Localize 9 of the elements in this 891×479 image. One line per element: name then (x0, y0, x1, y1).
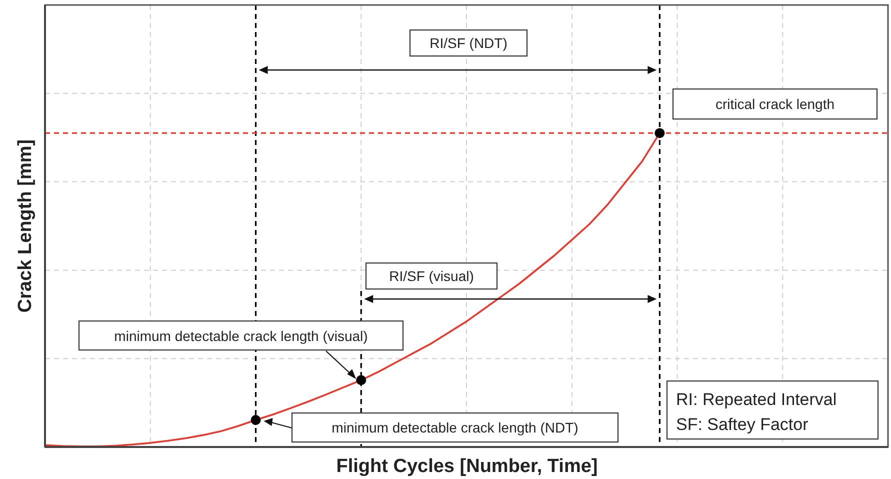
text: critical crack length (715, 96, 835, 112)
text: RI: Repeated Interval (676, 390, 837, 409)
text: RI/SF (NDT) (430, 35, 508, 51)
annotation: minimum detectable crack length (visual) (114, 328, 368, 344)
x-axis-title: Flight Cycles [Number, Time] (336, 456, 598, 477)
annotation: minimum detectable crack length (NDT) (332, 420, 578, 436)
text: SF: Saftey Factor (676, 415, 809, 434)
annotation: RI/SF (visual) (389, 268, 474, 284)
y-axis-title: Crack Length [mm] (15, 139, 36, 313)
